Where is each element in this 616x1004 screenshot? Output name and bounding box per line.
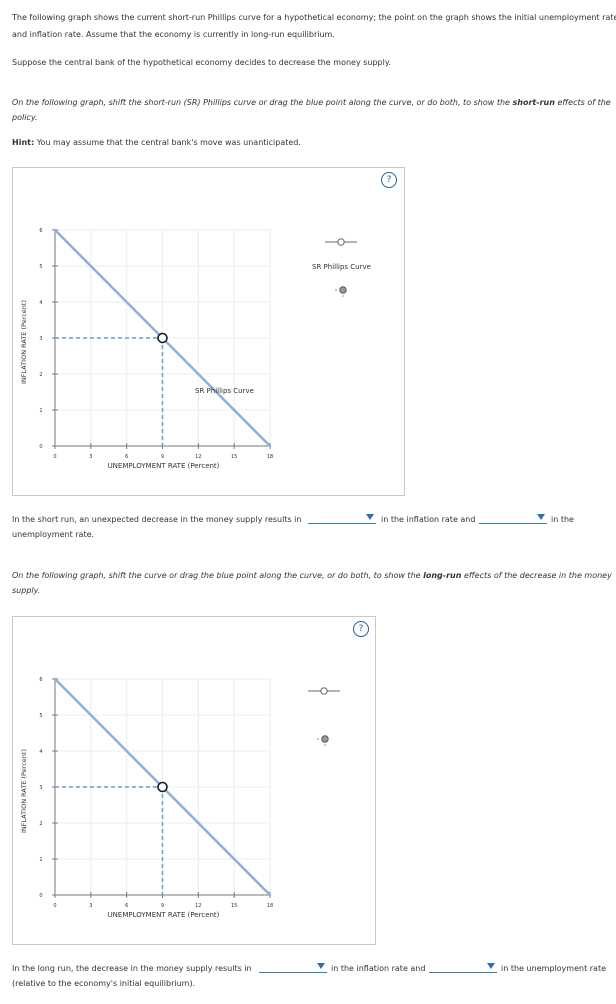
- y-axis-label: INFLATION RATE (Percent): [20, 300, 28, 384]
- legend1-line-node-icon[interactable]: [337, 238, 345, 246]
- x-tick-label-15: 15: [231, 454, 237, 460]
- graph-panel-2: ? 0 3 6 9 12 15 18 0 1 2 3 4 5 6 UNEMPLOYMENT RATE (Pe…: [12, 616, 376, 945]
- intro-line-2: and inflation rate. Assume that the econ…: [12, 30, 335, 39]
- y-tick-label-1: 1: [39, 857, 42, 863]
- part2-answer-line2: (relative to the economy's initial equil…: [12, 979, 196, 988]
- legend2-point-dot-left: [317, 738, 319, 740]
- y-tick-label-3: 3: [39, 336, 42, 342]
- legend2-point-icon[interactable]: [321, 735, 329, 743]
- y-tick-label-0: 0: [39, 444, 42, 450]
- help-icon[interactable]: ?: [381, 172, 397, 188]
- chevron-down-icon: [537, 514, 545, 520]
- x-tick-label-6: 6: [125, 454, 128, 460]
- part2-unemployment-dropdown[interactable]: [429, 962, 497, 973]
- chevron-down-icon: [487, 963, 495, 969]
- legend1-point-dot-below: [342, 295, 344, 297]
- x-axis-label: UNEMPLOYMENT RATE (Percent): [108, 911, 220, 919]
- hint-text: You may assume that the central bank's m…: [36, 138, 301, 147]
- part1-answer-b: in the inflation rate and: [381, 515, 476, 524]
- part2-instr-b: effects of the decrease in the money: [463, 571, 612, 580]
- y-tick-label-4: 4: [39, 300, 42, 306]
- legend1-label: SR Phillips Curve: [312, 263, 371, 271]
- y-tick-label-5: 5: [39, 264, 42, 270]
- x-tick-label-18: 18: [267, 454, 273, 460]
- part1-answer-a: In the short run, an unexpected decrease…: [12, 515, 302, 524]
- equilibrium-point[interactable]: [157, 781, 168, 793]
- legend2-point-dot-below: [324, 744, 326, 746]
- part1-answer-line2: unemployment rate.: [12, 530, 95, 539]
- x-tick-label-3: 3: [89, 454, 92, 460]
- x-tick-label-0: 0: [53, 903, 56, 909]
- part1-instr-bold: short-run: [512, 98, 555, 107]
- part1-instructions: On the following graph, shift the short-…: [12, 96, 611, 110]
- y-tick-label-4: 4: [39, 749, 42, 755]
- part2-answer-b: in the inflation rate and: [331, 964, 426, 973]
- x-tick-label-9: 9: [161, 454, 164, 460]
- equilibrium-point[interactable]: [157, 332, 168, 344]
- intro-scenario: Suppose the central bank of the hypothet…: [12, 58, 391, 67]
- hint: Hint: You may assume that the central ba…: [12, 136, 301, 150]
- part1-instr-line2: policy.: [12, 113, 38, 122]
- y-tick-label-3: 3: [39, 785, 42, 791]
- x-tick-label-0: 0: [53, 454, 56, 460]
- part2-instr-a: On the following graph, shift the curve …: [12, 571, 421, 580]
- x-tick-label-6: 6: [125, 903, 128, 909]
- legend2-line-node-icon[interactable]: [320, 687, 328, 695]
- part1-unemployment-dropdown[interactable]: [479, 513, 547, 524]
- part2-instr-bold: long-run: [423, 571, 462, 580]
- legend1-point-dot-left: [335, 289, 337, 291]
- legend1-point-icon[interactable]: [339, 286, 347, 294]
- intro-line-1: The following graph shows the current sh…: [12, 13, 616, 22]
- hint-label: Hint:: [12, 138, 35, 147]
- x-tick-label-9: 9: [161, 903, 164, 909]
- y-tick-label-6: 6: [39, 228, 42, 234]
- chevron-down-icon: [366, 514, 374, 520]
- graph-panel-1: ? 0 3 6 9 12 15 18 0 1 2 3 4 5 6 UNEMPLOYMENT RATE (Pe…: [12, 167, 405, 496]
- part2-answer-a: In the long run, the decrease in the mon…: [12, 964, 252, 973]
- chevron-down-icon: [317, 963, 325, 969]
- x-tick-label-3: 3: [89, 903, 92, 909]
- part1-instr-b: effects of the: [557, 98, 611, 107]
- part1-instr-a: On the following graph, shift the short-…: [12, 98, 510, 107]
- part2-instructions: On the following graph, shift the curve …: [12, 569, 612, 583]
- x-tick-label-18: 18: [267, 903, 273, 909]
- graph1-curve-label: SR Phillips Curve: [195, 387, 254, 395]
- y-tick-label-5: 5: [39, 713, 42, 719]
- y-tick-label-0: 0: [39, 893, 42, 899]
- y-tick-label-2: 2: [39, 372, 42, 378]
- x-tick-label-15: 15: [231, 903, 237, 909]
- y-tick-label-6: 6: [39, 677, 42, 683]
- graph1-legend[interactable]: SR Phillips Curve: [312, 238, 371, 297]
- part2-inflation-dropdown[interactable]: [259, 962, 327, 973]
- y-axis-label: INFLATION RATE (Percent): [20, 749, 28, 833]
- part2-answer-c: in the unemployment rate: [501, 964, 607, 973]
- help-icon[interactable]: ?: [353, 621, 369, 637]
- part1-answer-c: in the: [551, 515, 574, 524]
- x-tick-label-12: 12: [195, 903, 201, 909]
- part1-inflation-dropdown[interactable]: [308, 513, 376, 524]
- graph2-legend[interactable]: [308, 687, 340, 746]
- x-axis-label: UNEMPLOYMENT RATE (Percent): [108, 462, 220, 470]
- y-tick-label-2: 2: [39, 821, 42, 827]
- x-tick-label-12: 12: [195, 454, 201, 460]
- y-tick-label-1: 1: [39, 408, 42, 414]
- part2-instr-line2: supply.: [12, 586, 41, 595]
